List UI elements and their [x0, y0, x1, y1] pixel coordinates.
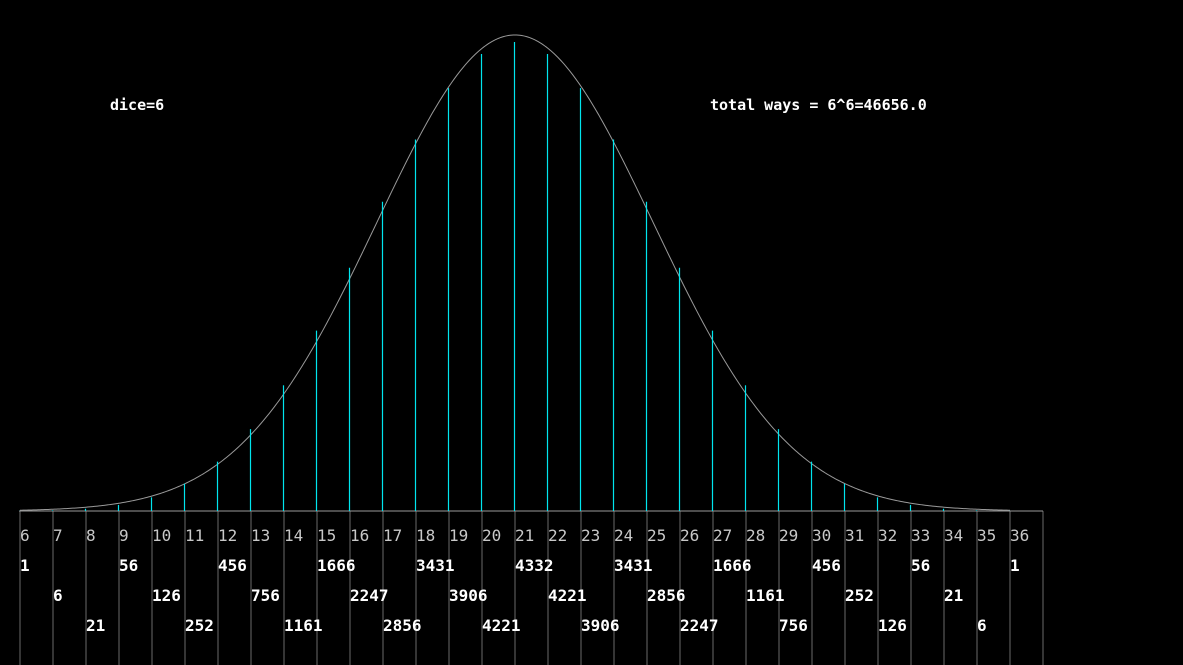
sum-label-34: 34	[944, 526, 963, 545]
sum-label-18: 18	[416, 526, 435, 545]
count-label-27: 1666	[713, 556, 752, 575]
sum-label-7: 7	[53, 526, 63, 545]
count-label-6: 1	[20, 556, 30, 575]
sum-label-27: 27	[713, 526, 732, 545]
count-label-20: 4221	[482, 616, 521, 635]
count-label-33: 56	[911, 556, 930, 575]
grid-lines	[19, 511, 1044, 665]
count-label-32: 126	[878, 616, 907, 635]
dice-count-label: dice=6	[110, 96, 165, 114]
sum-label-33: 33	[911, 526, 930, 545]
sum-label-24: 24	[614, 526, 633, 545]
count-label-23: 3906	[581, 616, 620, 635]
sum-label-16: 16	[350, 526, 369, 545]
sum-label-36: 36	[1010, 526, 1029, 545]
count-label-25: 2856	[647, 586, 686, 605]
count-label-28: 1161	[746, 586, 785, 605]
sum-label-15: 15	[317, 526, 336, 545]
sum-label-22: 22	[548, 526, 567, 545]
count-label-11: 252	[185, 616, 214, 635]
count-label-10: 126	[152, 586, 181, 605]
count-label-12: 456	[218, 556, 247, 575]
count-label-29: 756	[779, 616, 808, 635]
count-label-13: 756	[251, 586, 280, 605]
count-label-24: 3431	[614, 556, 653, 575]
count-label-18: 3431	[416, 556, 455, 575]
count-label-26: 2247	[680, 616, 719, 635]
sum-label-30: 30	[812, 526, 831, 545]
sum-label-11: 11	[185, 526, 204, 545]
sum-label-35: 35	[977, 526, 996, 545]
count-label-7: 6	[53, 586, 63, 605]
bars	[18, 42, 1011, 511]
sum-label-23: 23	[581, 526, 600, 545]
count-label-8: 21	[86, 616, 105, 635]
sum-label-8: 8	[86, 526, 96, 545]
sum-label-28: 28	[746, 526, 765, 545]
count-label-19: 3906	[449, 586, 488, 605]
count-label-21: 4332	[515, 556, 554, 575]
sum-label-19: 19	[449, 526, 468, 545]
sum-label-6: 6	[20, 526, 30, 545]
count-label-35: 6	[977, 616, 987, 635]
sum-label-10: 10	[152, 526, 171, 545]
sum-label-31: 31	[845, 526, 864, 545]
count-label-14: 1161	[284, 616, 323, 635]
sum-label-17: 17	[383, 526, 402, 545]
normal-curve	[19, 34, 1011, 511]
sum-labels: 6 7 8 9 10 11 12 13 14 15 16 17 18 19 20 21 22 23 24 25 26 27…	[20, 526, 1029, 545]
sum-label-14: 14	[284, 526, 303, 545]
sum-label-26: 26	[680, 526, 699, 545]
sum-label-25: 25	[647, 526, 666, 545]
count-label-34: 21	[944, 586, 963, 605]
count-label-15: 1666	[317, 556, 356, 575]
sum-label-9: 9	[119, 526, 129, 545]
sum-label-32: 32	[878, 526, 897, 545]
total-ways-label: total ways = 6^6=46656.0	[710, 96, 927, 114]
count-label-22: 4221	[548, 586, 587, 605]
count-label-16: 2247	[350, 586, 389, 605]
sum-label-13: 13	[251, 526, 270, 545]
count-label-30: 456	[812, 556, 841, 575]
sum-label-29: 29	[779, 526, 798, 545]
sum-label-20: 20	[482, 526, 501, 545]
count-label-31: 252	[845, 586, 874, 605]
count-labels: 1621561262524567561161166622472856343139…	[20, 556, 1020, 635]
sum-label-21: 21	[515, 526, 534, 545]
count-label-36: 1	[1010, 556, 1020, 575]
count-label-9: 56	[119, 556, 138, 575]
count-label-17: 2856	[383, 616, 422, 635]
sum-label-12: 12	[218, 526, 237, 545]
